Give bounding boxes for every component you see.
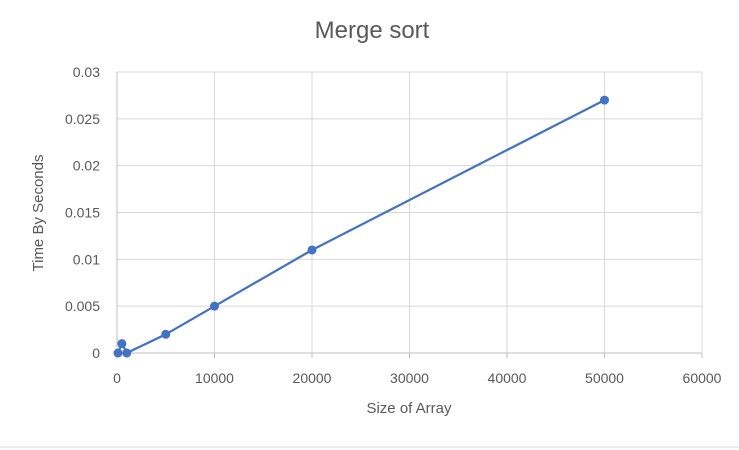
x-tick-label: 40000 xyxy=(488,370,527,386)
y-axis-label: Time By Seconds xyxy=(30,155,47,272)
y-tick-label: 0.01 xyxy=(73,251,100,267)
y-tick-label: 0.005 xyxy=(65,298,100,314)
series-line xyxy=(116,99,606,355)
y-tick-label: 0.015 xyxy=(65,205,100,221)
data-point xyxy=(122,348,132,358)
data-point xyxy=(600,95,609,105)
series-line xyxy=(116,99,606,355)
data-point xyxy=(117,339,127,349)
data-points xyxy=(113,95,609,358)
x-tick-label: 50000 xyxy=(585,370,624,386)
x-axis-label: Size of Array xyxy=(366,400,452,417)
y-tick-label: 0.025 xyxy=(65,111,100,127)
x-tick-labels: 0 10000 20000 30000 40000 50000 60000 xyxy=(113,370,722,386)
y-tick-label: 0.02 xyxy=(73,158,100,174)
data-point xyxy=(161,329,171,339)
data-point xyxy=(210,301,219,311)
data-point xyxy=(307,245,317,255)
data-point xyxy=(113,348,123,358)
y-tick-label: 0.03 xyxy=(73,64,100,80)
chart-title: Merge sort xyxy=(315,17,430,44)
y-tick-label: 0 xyxy=(92,345,100,361)
x-tick-label: 0 xyxy=(113,370,121,386)
x-tick-label: 60000 xyxy=(683,370,722,386)
x-tick-label: 10000 xyxy=(195,370,234,386)
y-tick-labels: 0 0.005 0.01 0.015 0.02 0.025 0.03 xyxy=(65,64,100,361)
x-tick-label: 30000 xyxy=(390,370,429,386)
x-tick-label: 20000 xyxy=(293,370,332,386)
